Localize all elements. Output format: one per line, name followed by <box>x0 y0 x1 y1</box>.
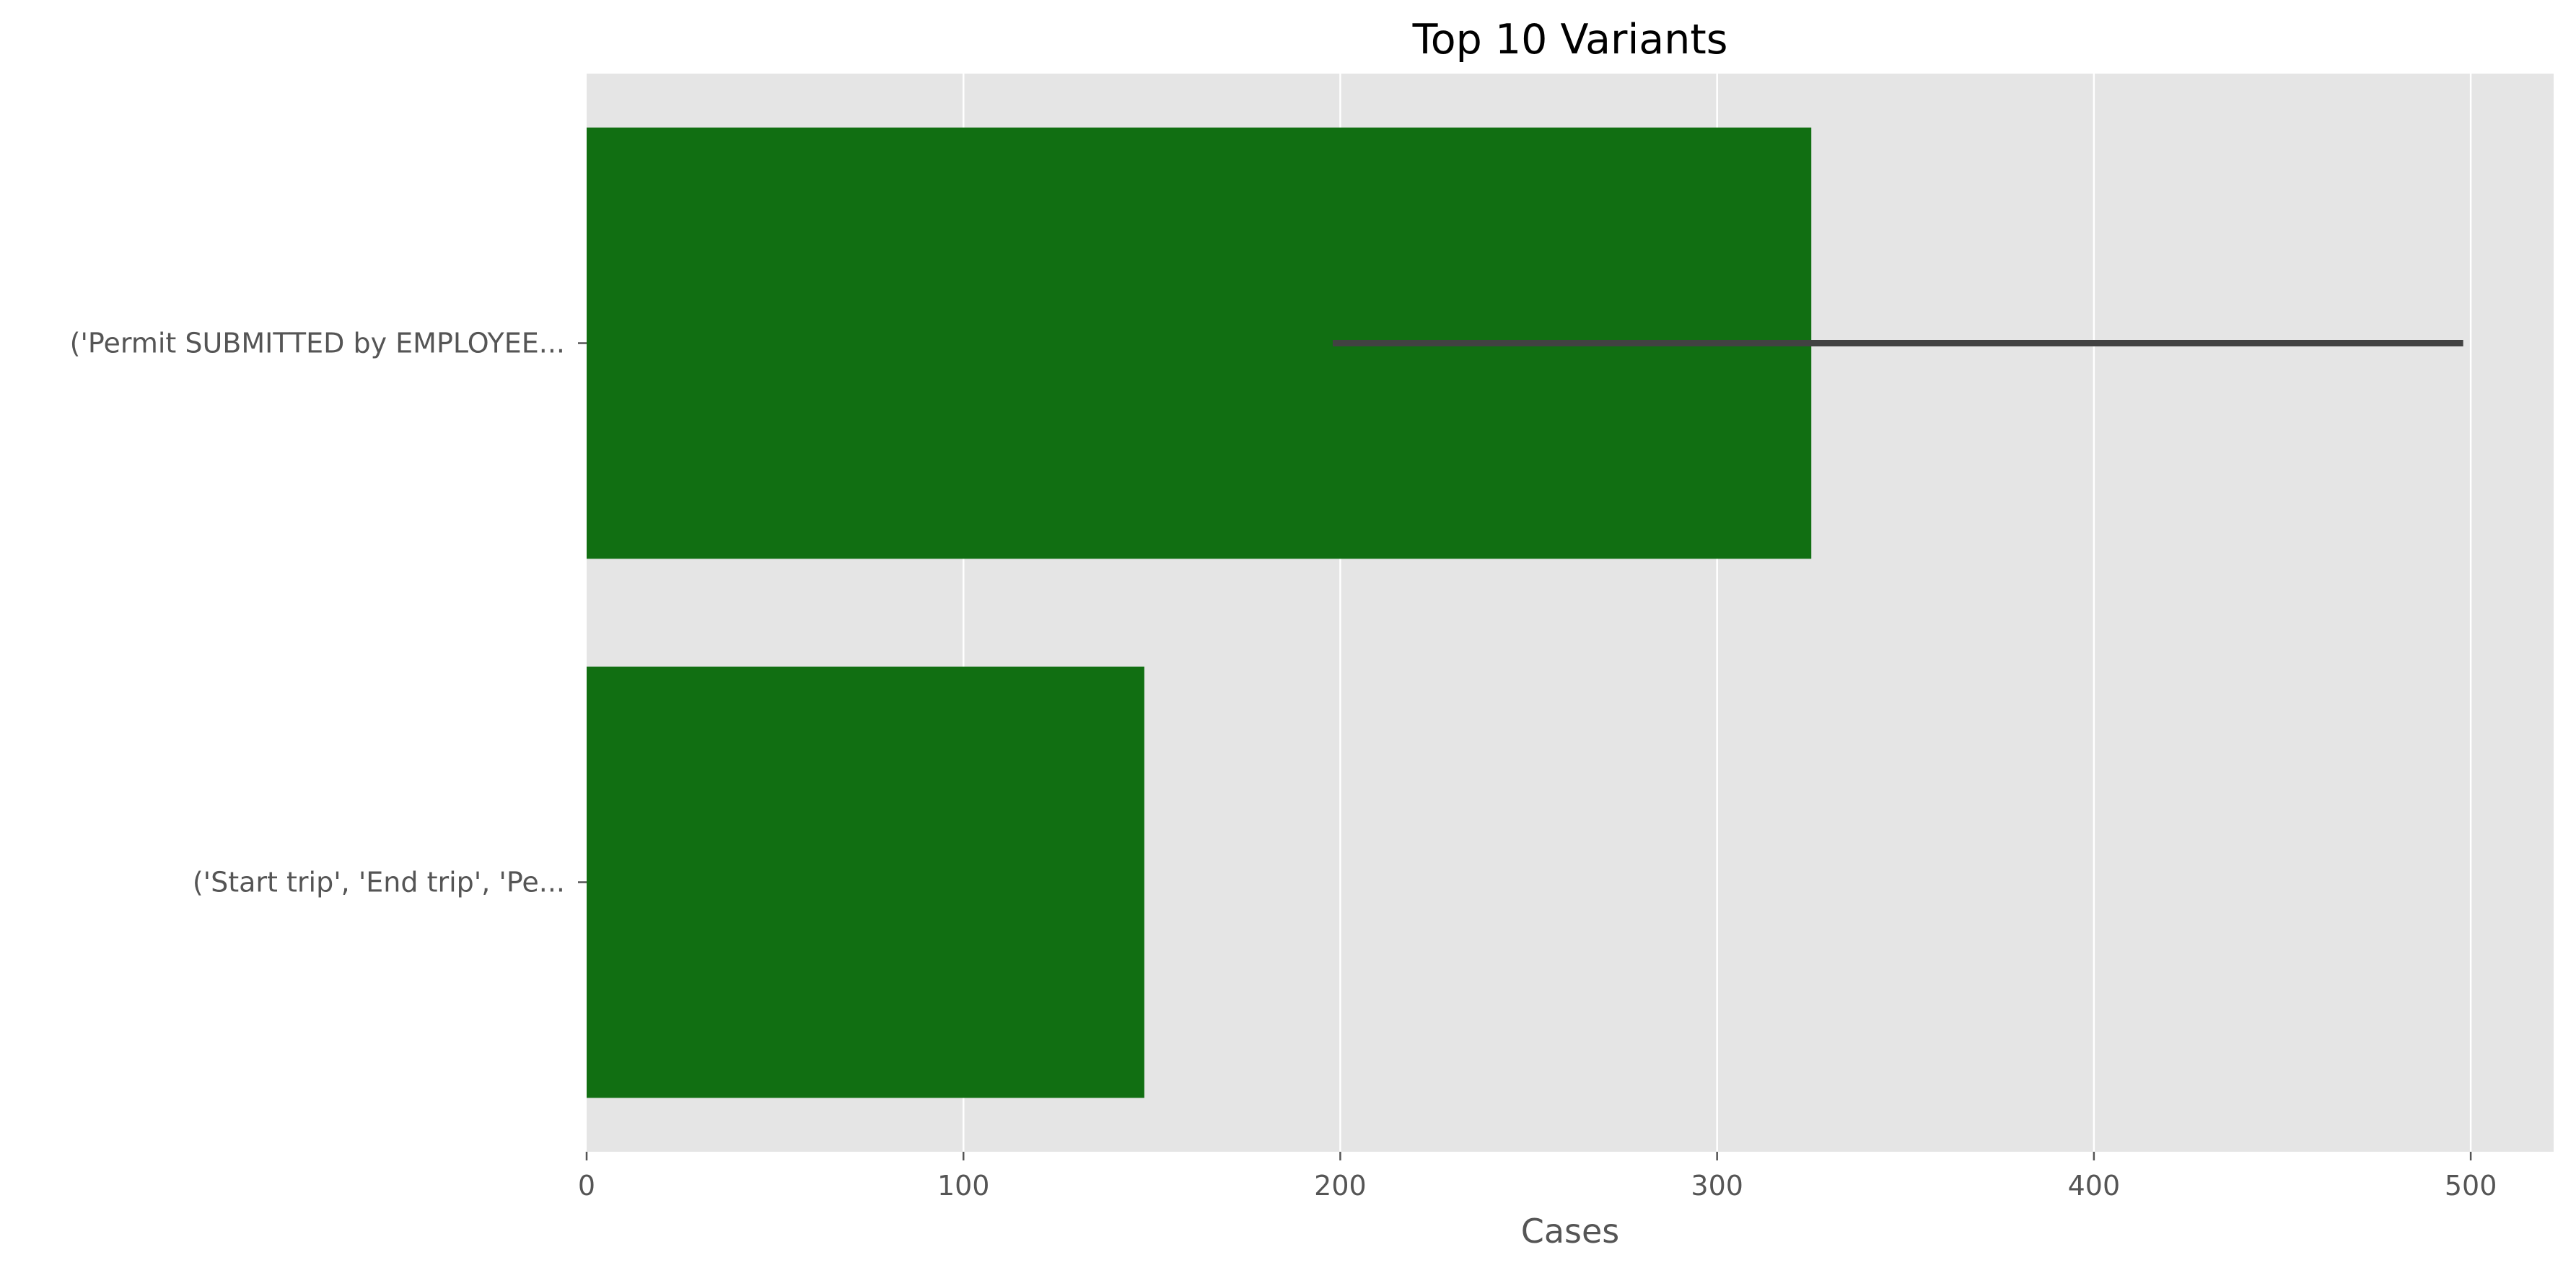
x-tick-label-200: 200 <box>1314 1170 1367 1202</box>
y-tick-label-1: ('Start trip', 'End trip', 'Pe... <box>193 867 565 898</box>
x-tick-label-0: 0 <box>578 1170 595 1202</box>
x-tick-label-400: 400 <box>2068 1170 2121 1202</box>
x-tick-label-500: 500 <box>2445 1170 2497 1202</box>
x-tick-label-300: 300 <box>1691 1170 1743 1202</box>
x-axis-label: Cases <box>1521 1212 1620 1251</box>
y-tick-label-0: ('Permit SUBMITTED by EMPLOYEE... <box>70 328 565 359</box>
chart-title: Top 10 Variants <box>1412 16 1728 64</box>
x-axis-ticks: 0 100 200 300 400 500 <box>578 1152 2497 1202</box>
bar-1 <box>587 666 1144 1098</box>
y-axis-ticks: ('Permit SUBMITTED by EMPLOYEE... ('Start… <box>70 328 587 898</box>
x-tick-label-100: 100 <box>937 1170 990 1202</box>
